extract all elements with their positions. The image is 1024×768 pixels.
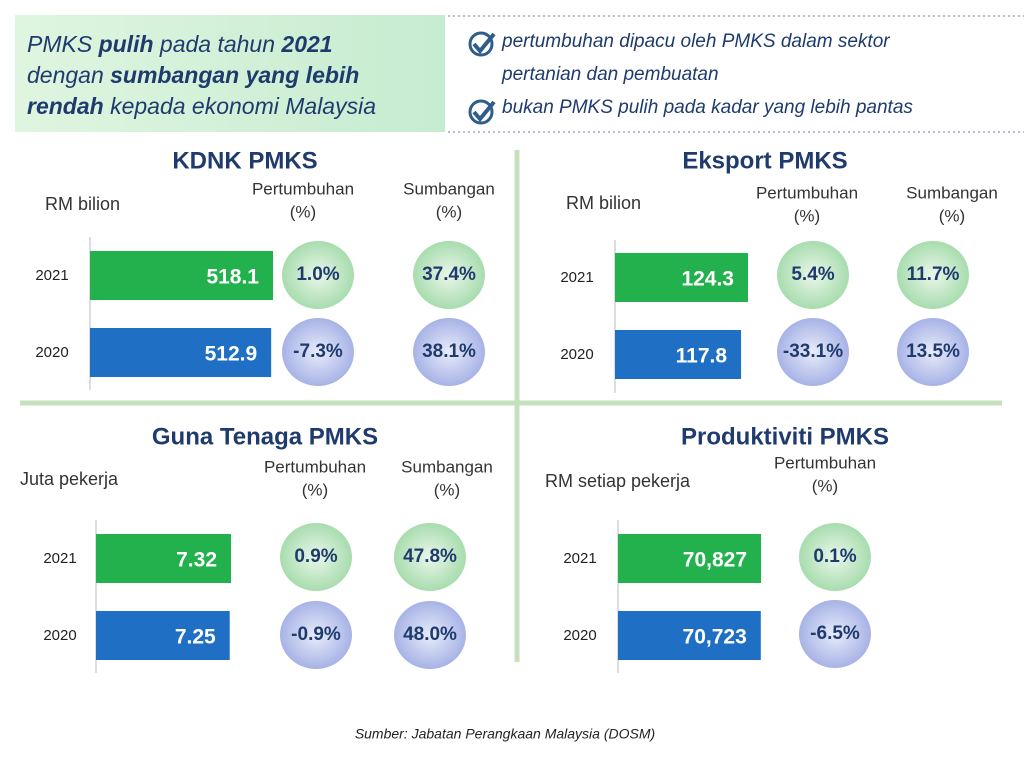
share-value: 38.1% [422, 341, 476, 362]
share-value: 13.5% [906, 341, 960, 362]
growth-header: (%) [812, 476, 838, 495]
share-header: (%) [434, 480, 460, 499]
growth-value: 5.4% [791, 264, 834, 285]
share-circle [413, 318, 485, 386]
year-label: 2020 [563, 627, 596, 644]
bar-value: 7.32 [176, 549, 217, 572]
bar-value: 518.1 [206, 266, 259, 289]
bar [90, 328, 272, 377]
headline-line: dengan sumbangan yang lebih [27, 62, 359, 88]
growth-header: Pertumbuhan [774, 453, 876, 472]
check-icon [468, 99, 496, 125]
growth-circle [777, 241, 849, 309]
growth-value: 1.0% [296, 264, 339, 285]
bullet-text: pertumbuhan dipacu oleh PMKS dalam sekto… [501, 31, 890, 52]
check-icon [468, 31, 496, 57]
panel-title: KDNK PMKS [172, 147, 317, 174]
bar [96, 611, 230, 660]
panel-title: Guna Tenaga PMKS [152, 423, 378, 450]
unit-label: RM bilion [566, 193, 641, 213]
bar [618, 534, 761, 583]
bullet-text: pertanian dan pembuatan [501, 64, 719, 85]
year-label: 2020 [35, 344, 68, 361]
bar [615, 330, 742, 379]
share-value: 11.7% [907, 264, 960, 285]
bar [96, 534, 231, 583]
headline-segment: PMKS [27, 31, 99, 57]
share-circle [897, 241, 969, 309]
share-header: Sumbangan [401, 457, 493, 476]
growth-circle [799, 600, 871, 668]
growth-value: 0.1% [813, 546, 856, 567]
share-header: Sumbangan [403, 179, 495, 198]
headline-segment: 2021 [280, 31, 332, 57]
growth-circle [282, 318, 354, 386]
growth-value: -6.5% [810, 623, 860, 644]
growth-value: 0.9% [294, 546, 337, 567]
year-label: 2021 [563, 550, 596, 567]
headline-segment: kepada ekonomi Malaysia [104, 93, 376, 119]
headline-segment: pada tahun [154, 31, 282, 57]
headline-segment: rendah [27, 93, 104, 119]
share-value: 48.0% [403, 624, 457, 645]
growth-circle [777, 318, 849, 386]
share-header: (%) [939, 206, 965, 225]
bullet-text: bukan PMKS pulih pada kadar yang lebih p… [502, 97, 913, 118]
year-label: 2020 [560, 346, 593, 363]
year-label: 2021 [43, 550, 76, 567]
unit-label: Juta pekerja [20, 469, 119, 489]
growth-circle [280, 601, 352, 669]
headline-line: PMKS pulih pada tahun 2021 [27, 31, 333, 57]
growth-header: Pertumbuhan [252, 179, 354, 198]
headline-line: rendah kepada ekonomi Malaysia [27, 93, 376, 119]
bar [618, 611, 761, 660]
growth-circle [280, 523, 352, 591]
growth-header: (%) [794, 206, 820, 225]
growth-value: -33.1% [783, 341, 843, 362]
growth-value: -7.3% [293, 341, 343, 362]
bar-value: 512.9 [205, 343, 258, 366]
bar-value: 7.25 [175, 626, 216, 649]
year-label: 2020 [43, 627, 76, 644]
bar-value: 124.3 [681, 268, 734, 291]
growth-value: -0.9% [291, 624, 341, 645]
share-circle [394, 601, 466, 669]
unit-label: RM bilion [45, 194, 120, 214]
growth-circle [282, 241, 354, 309]
bar [90, 251, 273, 300]
bar-value: 117.8 [676, 345, 728, 368]
share-circle [897, 318, 969, 386]
headline-segment: sumbangan yang lebih [110, 62, 359, 88]
year-label: 2021 [35, 267, 68, 284]
panel-title: Eksport PMKS [682, 147, 847, 174]
share-value: 47.8% [403, 546, 457, 567]
bar-value: 70,827 [683, 549, 747, 572]
growth-header: Pertumbuhan [756, 183, 858, 202]
headline-box [15, 15, 445, 132]
headline-segment: pulih [98, 31, 154, 57]
year-label: 2021 [560, 269, 593, 286]
growth-header: Pertumbuhan [264, 457, 366, 476]
headline-segment: dengan [27, 62, 110, 88]
panel-title: Produktiviti PMKS [681, 423, 889, 450]
share-circle [394, 523, 466, 591]
bar [615, 253, 748, 302]
unit-label: RM setiap pekerja [545, 471, 691, 491]
share-header: (%) [436, 202, 462, 221]
bar-value: 70,723 [683, 626, 747, 649]
share-circle [413, 241, 485, 309]
share-header: Sumbangan [906, 183, 998, 202]
share-value: 37.4% [422, 264, 476, 285]
growth-circle [799, 523, 871, 591]
growth-header: (%) [290, 202, 316, 221]
growth-header: (%) [302, 480, 328, 499]
source: Sumber: Jabatan Perangkaan Malaysia (DOS… [355, 726, 655, 742]
